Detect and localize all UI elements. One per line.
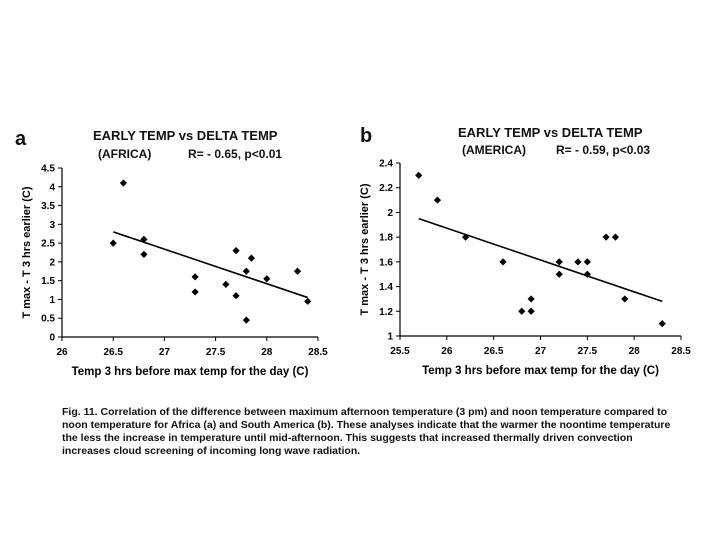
chart-b-data-point: [499, 258, 507, 266]
chart-a-data-point: [191, 273, 199, 281]
chart-a-data-point: [293, 267, 302, 275]
chart-b-x-tick-label: 28: [629, 346, 641, 357]
chart-a-x-tick-label: 27.5: [206, 347, 226, 358]
chart-b-y-tick-label: 1.4: [379, 282, 393, 293]
panel-b-letter: b: [360, 125, 373, 147]
chart-a-data-point: [232, 292, 240, 300]
chart-b-data-point: [527, 295, 535, 303]
chart-a-y-tick-label: 4: [49, 182, 55, 193]
chart-a-region: (AFRICA): [98, 147, 152, 161]
chart-a-data-point: [242, 267, 250, 275]
chart-b-x-tick-label: 27.5: [578, 346, 598, 357]
chart-b-x-tick-label: 26: [441, 346, 453, 357]
chart-b-y-tick-label: 1.2: [379, 307, 393, 318]
chart-b-data-point: [461, 233, 470, 241]
chart-a-data-point: [191, 288, 199, 296]
chart-b-y-tick-label: 2: [387, 208, 393, 219]
chart-a-y-tick-label: 1.5: [41, 276, 55, 287]
chart-b-data-point: [555, 258, 563, 266]
chart-a-y-tick-label: 4.5: [41, 164, 55, 175]
chart-b-x-tick-label: 27: [535, 346, 547, 357]
chart-b-y-tick-label: 1.8: [379, 233, 393, 244]
chart-b-x-tick-label: 26.5: [484, 346, 504, 357]
chart-a-y-tick-label: 3.5: [41, 201, 55, 212]
chart-a-data-point: [140, 250, 148, 258]
chart-b-y-tick-label: 2.4: [379, 159, 393, 170]
chart-b-data-point: [583, 270, 591, 278]
chart-a-y-axis-label: T max - T 3 hrs earlier (C): [21, 186, 33, 318]
chart-a-x-tick-label: 28.5: [308, 347, 328, 358]
chart-a-x-tick-label: 27: [159, 347, 171, 358]
chart-a-data-point: [222, 280, 230, 289]
chart-a-data-point: [263, 275, 271, 283]
chart-b-y-tick-label: 1: [387, 332, 393, 343]
chart-a-x-axis-label: Temp 3 hrs before max temp for the day (…: [72, 366, 309, 378]
chart-a-y-tick-label: 2.5: [41, 239, 55, 250]
chart-a-y-tick-label: 0.5: [41, 314, 55, 325]
chart-b-y-axis-label: T max - T 3 hrs earlier (C): [359, 183, 371, 315]
chart-b-trend-line: [418, 217, 663, 303]
chart-b-data-point: [658, 320, 666, 328]
chart-a-data-point: [304, 297, 312, 305]
chart-a-trend-line: [112, 231, 309, 299]
chart-a-data-point: [109, 239, 117, 247]
chart-b-stats: R= - 0.59, p<0.03: [556, 143, 651, 157]
chart-a-y-tick-label: 0: [49, 333, 55, 344]
chart-a-y-tick-label: 3: [49, 220, 55, 231]
chart-b-data-point: [555, 270, 563, 278]
panel-a-letter: a: [15, 128, 27, 150]
chart-a-title: EARLY TEMP vs DELTA TEMP: [93, 128, 278, 143]
chart-b-y-tick-label: 2.2: [379, 183, 393, 194]
chart-b-data-point: [611, 233, 620, 241]
chart-a-x-tick-label: 26: [56, 347, 68, 358]
chart-b-y-tick-label: 1.6: [379, 257, 393, 268]
chart-a-x-tick-label: 26.5: [103, 347, 123, 358]
chart-a-data-point: [140, 235, 148, 243]
chart-b-data-point: [433, 196, 442, 204]
chart-b-data-point: [415, 171, 423, 179]
chart-a-data-point: [247, 254, 256, 262]
chart-b-data-point: [527, 307, 535, 315]
chart-b-x-tick-label: 25.5: [390, 346, 410, 357]
chart-b-data-point: [621, 295, 629, 303]
chart-b-region: (AMERICA): [462, 143, 526, 157]
chart-a-y-tick-label: 2: [49, 257, 55, 268]
chart-a-stats: R= - 0.65, p<0.01: [188, 147, 283, 161]
chart-b-data-point: [574, 258, 582, 266]
chart-a-data-point: [119, 179, 128, 187]
chart-a-y-tick-label: 1: [49, 295, 55, 306]
chart-a-data-point: [242, 316, 250, 324]
chart-b-x-axis-label: Temp 3 hrs before max temp for the day (…: [422, 365, 659, 377]
chart-b-title: EARLY TEMP vs DELTA TEMP: [458, 125, 643, 140]
figure-caption: Fig. 11. Correlation of the difference b…: [62, 406, 671, 457]
chart-b-data-point: [518, 307, 526, 315]
chart-b-data-point: [583, 258, 591, 266]
chart-a-data-point: [232, 247, 240, 255]
chart-b-x-tick-label: 28.5: [671, 346, 691, 357]
chart-b-data-point: [602, 233, 610, 241]
chart-a-x-tick-label: 28: [261, 347, 273, 358]
